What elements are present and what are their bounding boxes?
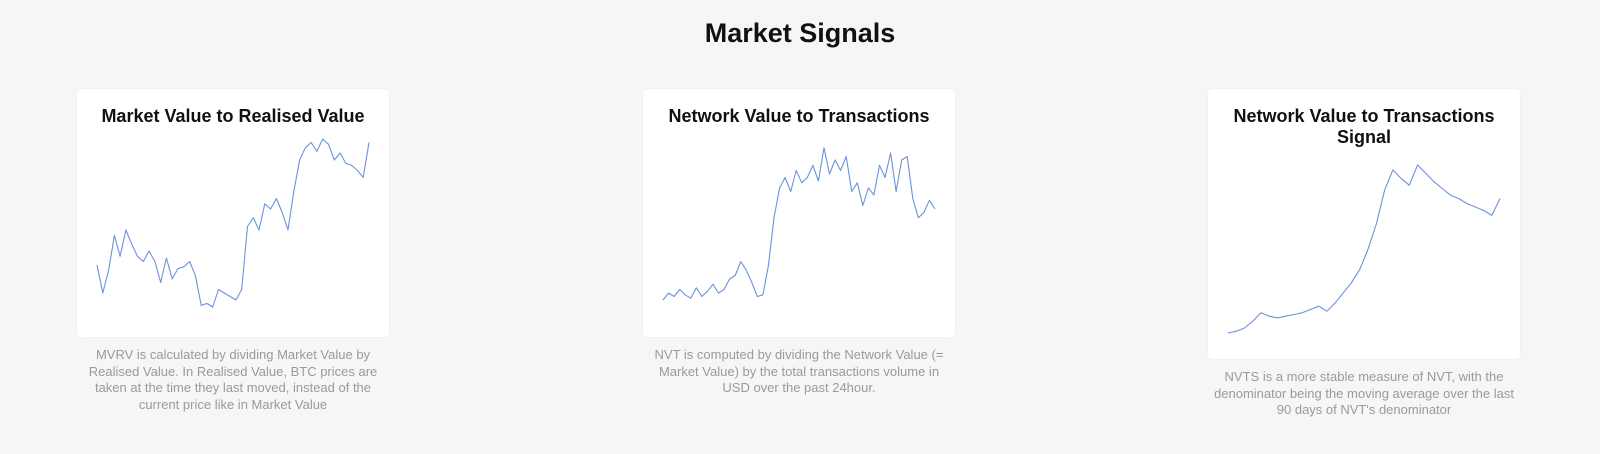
nvts-card-title: Network Value to Transactions Signal: [1233, 106, 1495, 147]
nvt-card: Network Value to Transactions: [643, 89, 955, 337]
nvts-description: NVTS is a more stable measure of NVT, wi…: [1214, 369, 1514, 417]
mvrv-description: MVRV is calculated by dividing Market Va…: [88, 347, 378, 412]
nvts-section: Network Value to Transactions Signal NVT…: [1208, 89, 1520, 419]
mvrv-card: Market Value to Realised Value: [77, 89, 389, 337]
series-line: [96, 138, 370, 308]
series-line: [1227, 164, 1501, 334]
page-title: Market Signals: [704, 18, 896, 48]
nvt-chart: [662, 147, 936, 301]
mvrv-card-title: Market Value to Realised Value: [101, 106, 365, 126]
series-line: [662, 147, 936, 301]
nvt-card-title: Network Value to Transactions: [668, 106, 930, 126]
mvrv-section: Market Value to Realised Value MVRV is c…: [77, 89, 389, 413]
nvts-chart: [1227, 164, 1501, 334]
mvrv-chart: [96, 138, 370, 308]
nvt-description: NVT is computed by dividing the Network …: [654, 347, 944, 395]
nvt-section: Network Value to Transactions NVT is com…: [643, 89, 955, 397]
nvts-card: Network Value to Transactions Signal: [1208, 89, 1520, 359]
